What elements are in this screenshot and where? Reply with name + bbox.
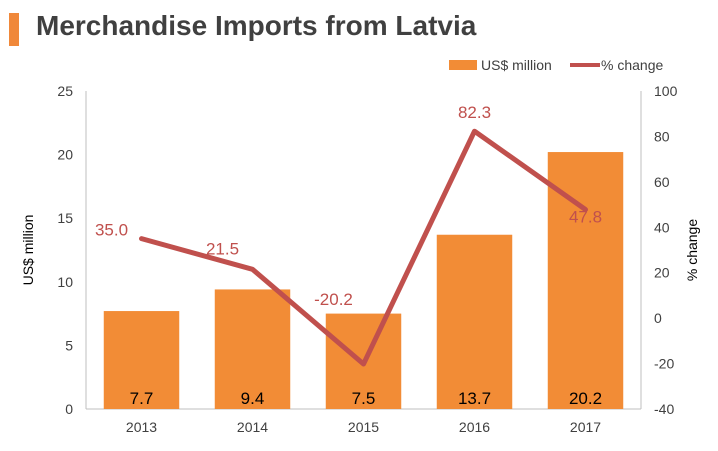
legend-swatch-bar: [449, 60, 477, 70]
y2-tick-label: 100: [654, 83, 678, 99]
chart-title: Merchandise Imports from Latvia: [36, 10, 477, 41]
y-tick-label: 25: [57, 83, 73, 99]
x-tick-label: 2015: [348, 419, 379, 435]
line-value-label: 35.0: [95, 221, 128, 240]
y2-tick-label: -20: [654, 356, 674, 372]
y2-tick-label: -40: [654, 401, 674, 417]
y2-tick-label: 0: [654, 310, 662, 326]
x-tick-label: 2014: [237, 419, 268, 435]
y2-tick-label: 80: [654, 128, 670, 144]
y-tick-label: 5: [65, 337, 73, 353]
bar: [436, 234, 513, 409]
legend-label-line: % change: [601, 57, 663, 73]
legend-label-bar: US$ million: [481, 57, 552, 73]
line-value-label: -20.2: [314, 290, 353, 309]
line-value-label: 47.8: [569, 208, 602, 227]
x-tick-label: 2017: [570, 419, 601, 435]
y2-tick-label: 20: [654, 265, 670, 281]
y2-tick-label: 60: [654, 174, 670, 190]
y-tick-label: 10: [57, 274, 73, 290]
y2-tick-label: 40: [654, 219, 670, 235]
y-tick-label: 0: [65, 401, 73, 417]
title-accent-bar: [9, 13, 19, 46]
bar-value-label: 7.5: [352, 389, 376, 408]
y2-axis-title: % change: [684, 219, 700, 281]
line-series: [139, 128, 588, 367]
bar-value-label: 7.7: [130, 389, 154, 408]
bar: [547, 152, 624, 409]
bar-value-label: 13.7: [458, 389, 491, 408]
bar-value-label: 9.4: [241, 389, 265, 408]
y-tick-label: 15: [57, 210, 73, 226]
x-tick-label: 2016: [459, 419, 490, 435]
bar: [103, 311, 180, 409]
bar: [214, 289, 291, 409]
y-axis-title: US$ million: [20, 215, 36, 286]
y-tick-label: 20: [57, 147, 73, 163]
x-tick-label: 2013: [126, 419, 157, 435]
line-value-label: 82.3: [458, 103, 491, 122]
line-value-label: 21.5: [206, 239, 239, 258]
bar-value-label: 20.2: [569, 389, 602, 408]
